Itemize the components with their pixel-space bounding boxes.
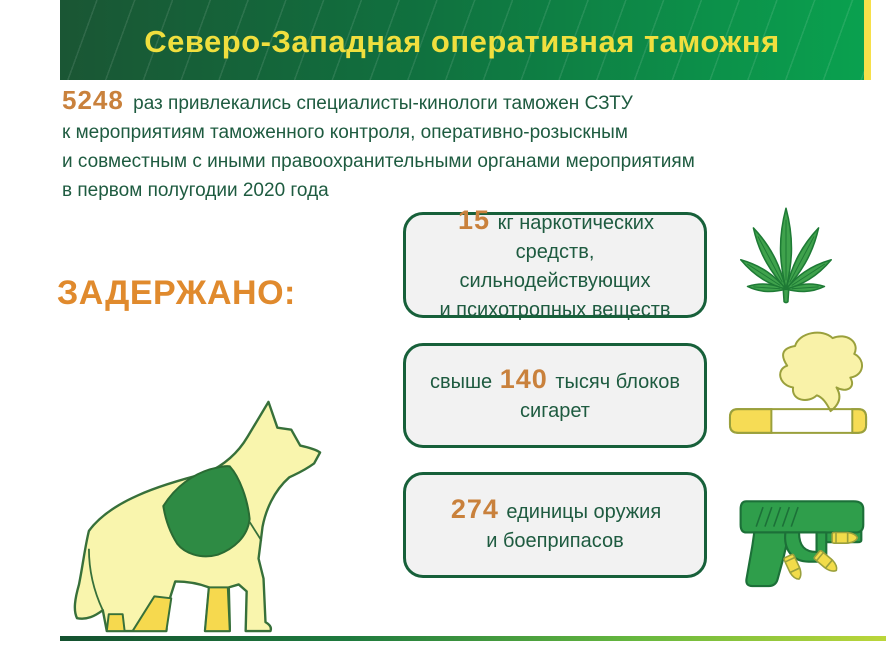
stat-number-drugs: 15 bbox=[458, 204, 491, 235]
stat-card-drugs-text: 15 кг наркотических средств, сильнодейст… bbox=[424, 204, 686, 325]
card-2-body: тысяч блоков сигарет bbox=[520, 371, 680, 422]
stat-number-total: 5248 bbox=[62, 85, 124, 115]
stat-card-cigarettes: свыше 140 тысяч блоков сигарет bbox=[403, 343, 707, 448]
card-1-body: кг наркотических средств, сильнодействую… bbox=[439, 211, 671, 321]
card-2-prefix: свыше bbox=[430, 371, 498, 393]
header-accent-stripe bbox=[864, 0, 871, 80]
cigarette-smoke-icon bbox=[726, 326, 874, 440]
stat-number-weapons: 274 bbox=[450, 493, 499, 524]
intro-line-1: 5248 раз привлекались специалисты-киноло… bbox=[62, 86, 722, 118]
stat-card-cigarettes-text: свыше 140 тысяч блоков сигарет bbox=[430, 365, 680, 426]
header-banner: Северо-Западная оперативная таможня bbox=[60, 0, 864, 80]
detained-heading: ЗАДЕРЖАНО: bbox=[57, 274, 296, 312]
intro-line-1-text: раз привлекались специалисты-кинологи та… bbox=[127, 93, 633, 114]
intro-line-2: к мероприятиям таможенного контроля, опе… bbox=[62, 122, 628, 143]
stat-number-cigarettes: 140 bbox=[499, 364, 548, 394]
intro-line-4: в первом полугодии 2020 года bbox=[62, 180, 329, 201]
stat-card-drugs: 15 кг наркотических средств, сильнодейст… bbox=[403, 205, 707, 321]
stat-card-weapons: 274 единицы оружия и боеприпасов bbox=[403, 472, 707, 578]
pistol-bullets-icon bbox=[727, 476, 873, 588]
cannabis-leaf-icon bbox=[733, 203, 839, 305]
page-title: Северо-Западная оперативная таможня bbox=[144, 24, 780, 59]
stat-card-weapons-text: 274 единицы оружия и боеприпасов bbox=[449, 493, 662, 556]
sniffer-dog-illustration bbox=[58, 390, 348, 638]
footer-gradient-rule bbox=[60, 636, 886, 641]
intro-paragraph: 5248 раз привлекались специалисты-киноло… bbox=[62, 86, 722, 205]
card-3-body: единицы оружия и боеприпасов bbox=[486, 500, 662, 552]
intro-line-3: и совместным с иными правоохранительными… bbox=[62, 151, 695, 172]
